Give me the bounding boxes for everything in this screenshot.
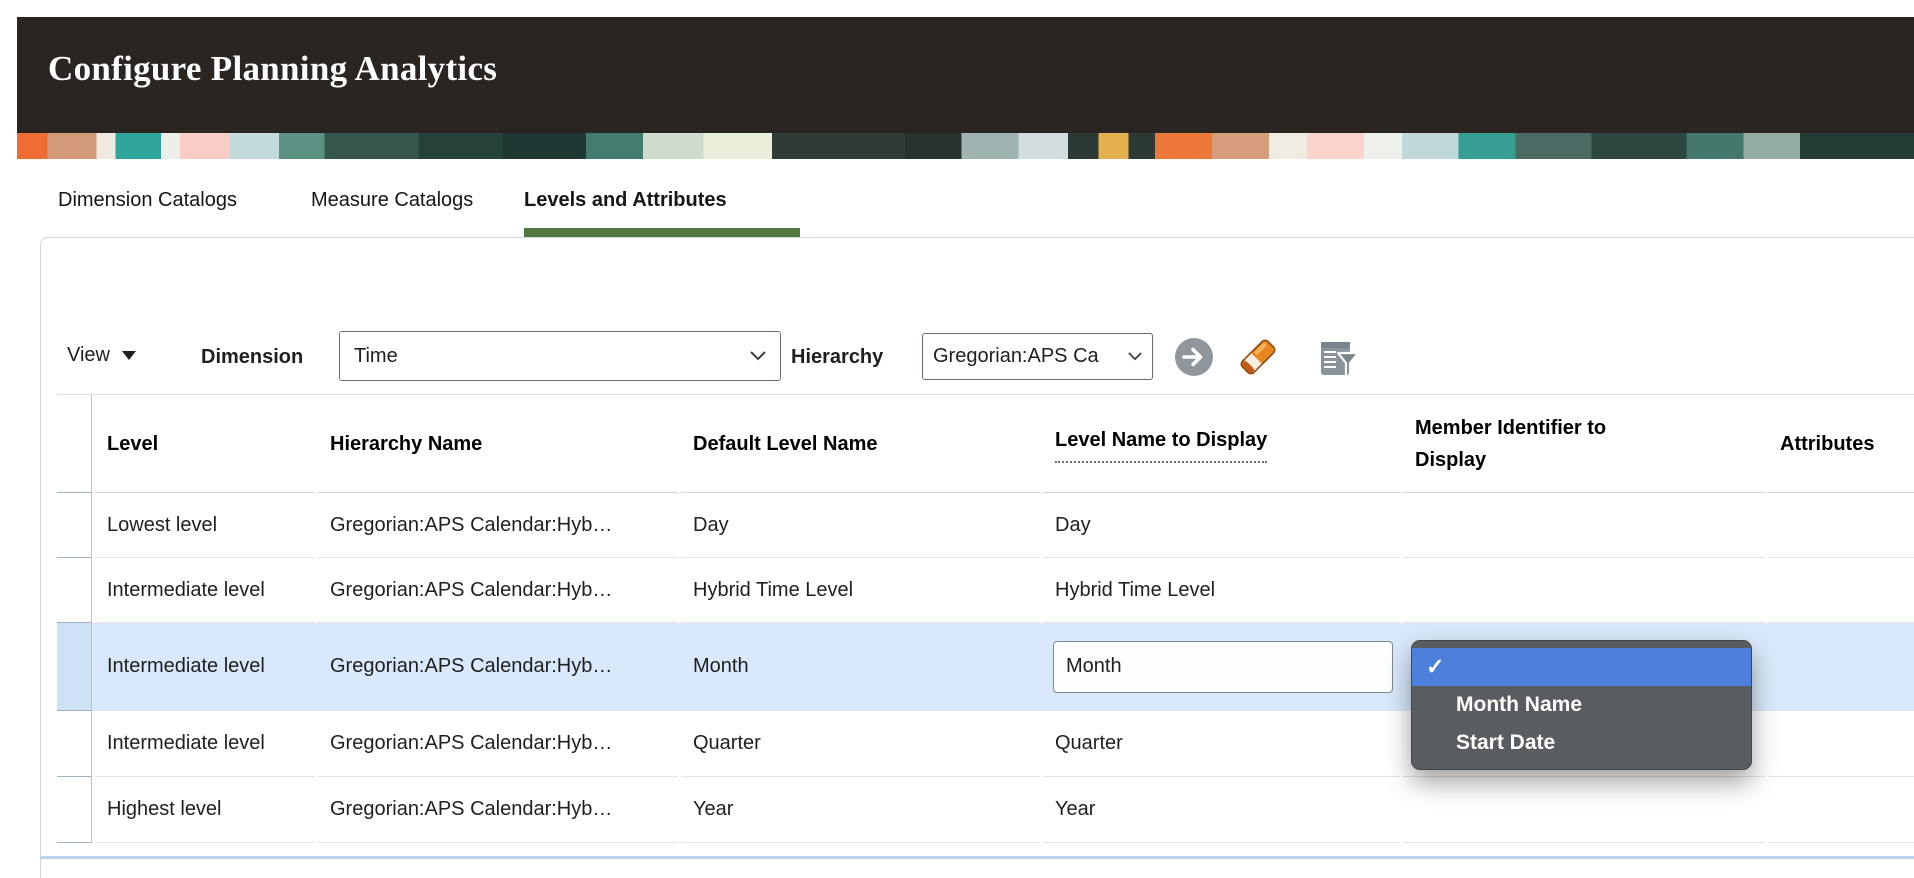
hierarchy-select-value: Gregorian:APS Ca [933, 345, 1099, 367]
cell-attributes [1768, 711, 1914, 777]
column-header-level-name-to-display: Level Name to Display [1043, 395, 1400, 493]
cell-attributes [1768, 558, 1914, 623]
caret-down-icon [122, 351, 136, 360]
bottom-scroll-line [40, 856, 1914, 859]
cell-default-level-name: Day [681, 493, 1040, 558]
cell-member-identifier [1403, 493, 1765, 558]
menu-item-month-name[interactable]: Month Name [1456, 693, 1582, 716]
table-header-row: Level Hierarchy Name Default Level Name … [57, 395, 1914, 493]
table-filter-button[interactable] [1316, 336, 1362, 387]
row-gutter [57, 711, 92, 777]
levels-table: Level Hierarchy Name Default Level Name … [57, 394, 1914, 843]
table-row[interactable]: Highest level Gregorian:APS Calendar:Hyb… [57, 777, 1914, 843]
cell-level: Intermediate level [95, 558, 315, 623]
cell-member-identifier [1403, 558, 1765, 623]
cell-member-identifier [1403, 711, 1765, 777]
table-filter-icon [1321, 342, 1360, 380]
chevron-down-icon [750, 351, 766, 361]
chevron-down-icon [1128, 352, 1142, 361]
cell-attributes [1768, 623, 1914, 711]
cell-default-level-name: Year [681, 777, 1040, 843]
cell-hierarchy-name: Gregorian:APS Calendar:Hyb… [318, 711, 678, 777]
tab-dimension-catalogs[interactable]: Dimension Catalogs [58, 189, 237, 211]
eraser-button[interactable] [1235, 334, 1281, 385]
cell-default-level-name: Quarter [681, 711, 1040, 777]
column-header-hierarchy-name: Hierarchy Name [318, 395, 678, 493]
cell-level-name-to-display: Quarter [1043, 711, 1400, 777]
cell-level: Intermediate level [95, 623, 315, 711]
row-gutter [57, 777, 92, 843]
cell-hierarchy-name: Gregorian:APS Calendar:Hyb… [318, 493, 678, 558]
go-button[interactable] [1175, 338, 1213, 381]
header-gutter [57, 395, 92, 493]
cell-default-level-name: Hybrid Time Level [681, 558, 1040, 623]
row-gutter [57, 493, 92, 558]
cell-level-name-to-display: Day [1043, 493, 1400, 558]
dimension-select[interactable]: Time [339, 331, 781, 381]
view-menu-label: View [67, 344, 110, 366]
cell-attributes [1768, 493, 1914, 558]
row-gutter [57, 623, 92, 711]
row-gutter [57, 558, 92, 623]
dimension-label: Dimension [201, 346, 304, 368]
cell-level: Lowest level [95, 493, 315, 558]
tab-measure-catalogs[interactable]: Measure Catalogs [311, 189, 474, 211]
level-name-input[interactable] [1053, 640, 1393, 693]
menu-item-blank[interactable]: ✓ [1412, 648, 1751, 686]
cell-level-name-to-display: Hybrid Time Level [1043, 558, 1400, 623]
table-row[interactable]: Intermediate level Gregorian:APS Calenda… [57, 711, 1914, 777]
cell-member-identifier [1403, 777, 1765, 843]
column-header-member-identifier: Member Identifier to Display [1403, 395, 1765, 493]
cell-hierarchy-name: Gregorian:APS Calendar:Hyb… [318, 558, 678, 623]
cell-default-level-name: Month [681, 623, 1040, 711]
hierarchy-select[interactable]: Gregorian:APS Ca [922, 333, 1153, 380]
column-header-attributes: Attributes [1768, 395, 1914, 493]
member-identifier-menu: ✓ Month Name Start Date [1411, 640, 1752, 770]
active-tab-underline [524, 228, 800, 237]
cell-attributes [1768, 777, 1914, 843]
cell-level-name-to-display: Year [1043, 777, 1400, 843]
column-header-default-level-name: Default Level Name [681, 395, 1040, 493]
cell-hierarchy-name: Gregorian:APS Calendar:Hyb… [318, 777, 678, 843]
cell-level: Highest level [95, 777, 315, 843]
menu-item-start-date[interactable]: Start Date [1456, 731, 1556, 754]
go-icon [1175, 338, 1213, 376]
cell-level-name-to-display [1043, 623, 1400, 711]
check-icon: ✓ [1426, 654, 1445, 679]
tab-levels-and-attributes[interactable]: Levels and Attributes [524, 189, 727, 211]
decorative-banner [17, 133, 1914, 159]
cell-level: Intermediate level [95, 711, 315, 777]
dimension-select-value: Time [354, 344, 398, 367]
content-panel [40, 237, 1914, 878]
table-row[interactable]: Lowest level Gregorian:APS Calendar:Hyb…… [57, 493, 1914, 558]
hierarchy-label: Hierarchy [791, 346, 884, 368]
app-header: Configure Planning Analytics [17, 17, 1914, 133]
view-menu-button[interactable]: View [67, 344, 136, 367]
eraser-icon [1240, 339, 1276, 375]
page-title: Configure Planning Analytics [48, 49, 498, 88]
table-row[interactable]: Intermediate level Gregorian:APS Calenda… [57, 558, 1914, 623]
cell-hierarchy-name: Gregorian:APS Calendar:Hyb… [318, 623, 678, 711]
column-header-level: Level [95, 395, 315, 493]
